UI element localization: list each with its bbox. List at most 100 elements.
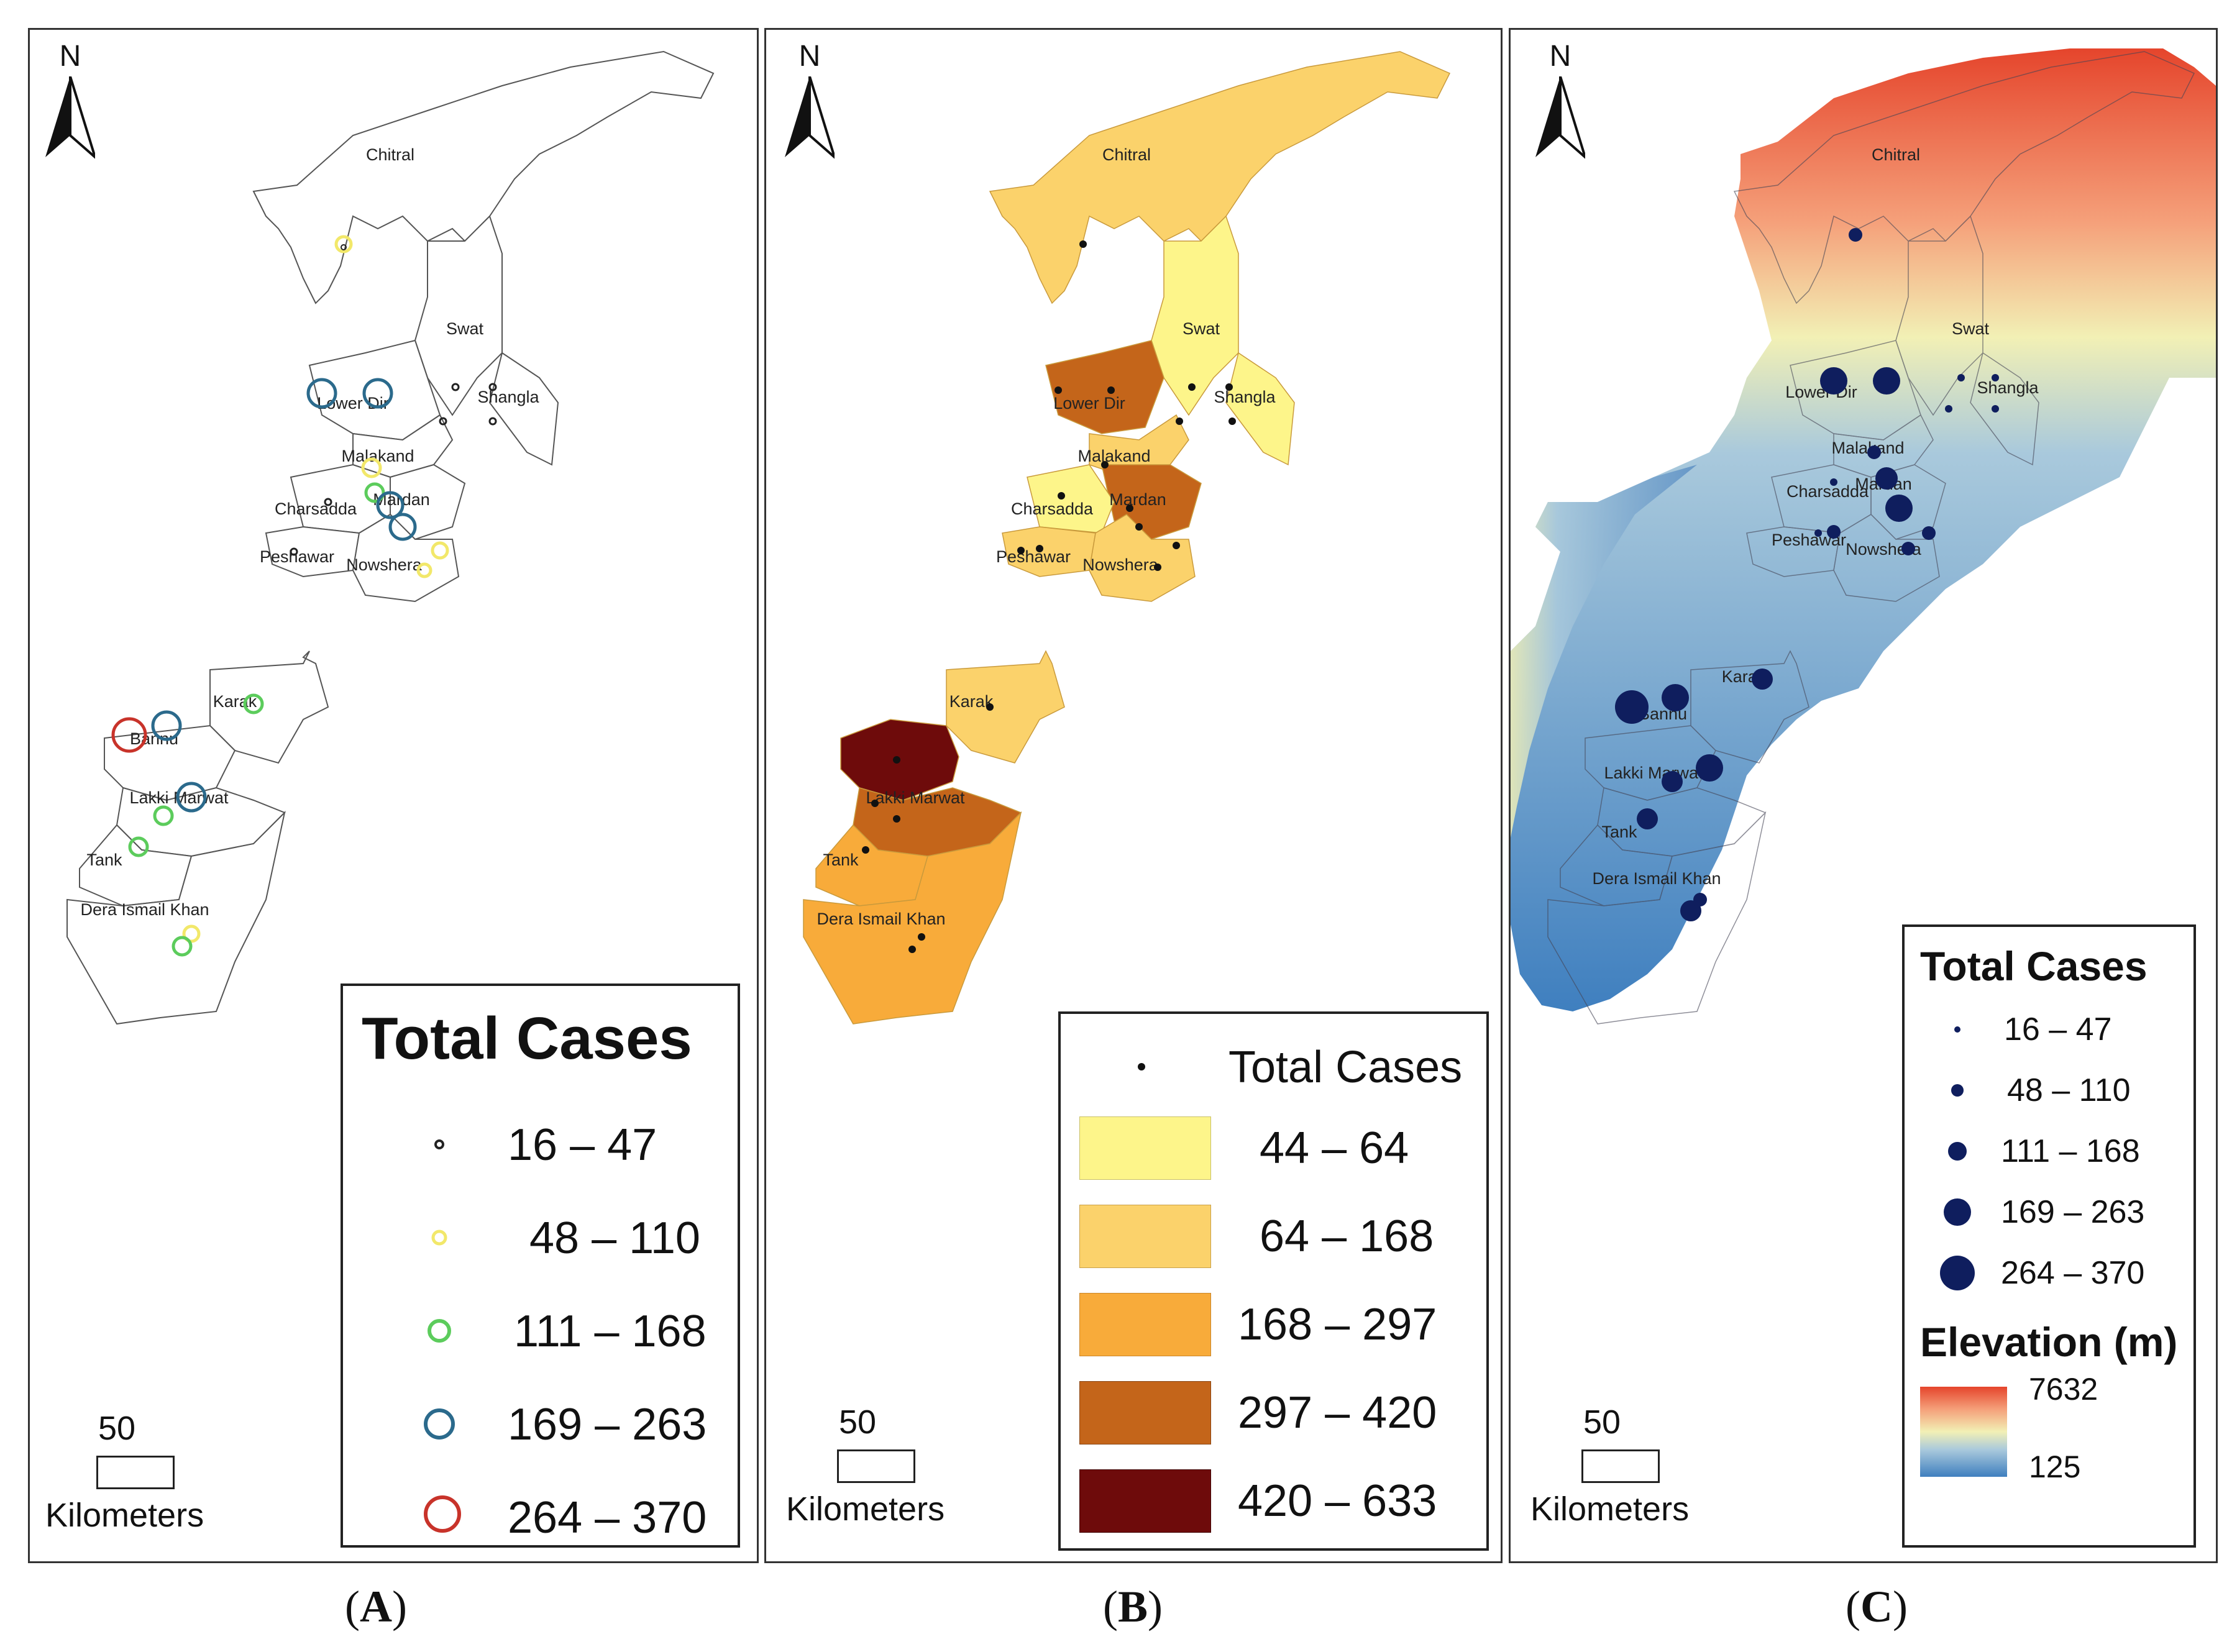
legend-row: 264 – 370 [1905,1245,2194,1301]
legend-symbol-icon [1944,1198,1971,1226]
case-dot [1107,386,1115,394]
case-marker [1696,754,1723,782]
legend-symbol-icon [424,1408,455,1440]
case-dot [1176,418,1183,425]
legend-title: Total Cases [1920,943,2148,989]
caption-c: (C) [1846,1582,1908,1631]
caption-a: (A) [345,1582,407,1631]
scale-distance: 50 [838,1403,877,1441]
case-dot [1188,383,1196,391]
case-marker [451,383,460,391]
label-chitral: Chitral [1102,145,1151,164]
legend-symbol-icon [1954,1026,1960,1033]
label-swat: Swat [446,319,484,338]
case-marker [1814,529,1822,537]
legend-row: 111 – 168 [343,1294,738,1368]
legend-swatch [1079,1116,1211,1180]
district-charsadda [1027,464,1115,534]
case-marker [1945,405,1952,413]
legend-row: 44 – 64 [1061,1116,1486,1185]
legend-range: 297 – 420 [1238,1388,1437,1438]
case-marker [182,924,201,943]
legend-swatch [1079,1381,1211,1444]
district-shangla [488,352,559,466]
legend-range: 44 – 64 [1260,1123,1409,1173]
case-marker [1827,525,1841,539]
elevation-max: 7632 [2029,1372,2098,1407]
case-marker [128,836,149,857]
scale-distance: 50 [1583,1403,1621,1441]
case-marker [488,383,497,391]
choropleth-map-b: Chitral Swat Shangla Lower Dir Malakand … [803,51,1451,1025]
case-marker [364,482,385,503]
case-dot [1173,542,1180,549]
district-swat [1151,215,1239,416]
district-dera-ismail-khan [803,811,1022,1025]
legend-range: 264 – 370 [508,1493,707,1543]
label-nowshera: Nowshera [1082,555,1159,574]
panel-c: Chitral Swat Shangla Lower Dir Malakand … [1509,28,2218,1563]
case-dot [1036,545,1043,552]
elevation-min: 125 [2029,1449,2081,1484]
north-arrow: N [1535,39,1585,163]
case-dot [1017,547,1025,554]
case-dot [918,933,925,941]
legend-row: 169 – 263 [343,1387,738,1461]
case-dot [1225,383,1233,391]
case-dot [893,815,900,823]
legend-symbol-icon [431,1230,447,1246]
label-shangla: Shangla [1214,388,1276,406]
legend-row: 16 – 47 [343,1107,738,1182]
legend-symbol-icon [1948,1142,1967,1161]
case-marker [1901,542,1915,555]
scale-bar: 50 Kilometers [786,1403,972,1540]
label-mardan: Mardan [1109,490,1166,509]
scale-box [96,1456,175,1489]
label-shangla: Shangla [477,388,539,406]
district-nowshera [1089,514,1196,602]
label-lower-dir: Lower Dir [317,394,389,413]
legend-range: 16 – 47 [2004,1011,2112,1047]
label-lakki-marwat: Lakki Marwat [1604,764,1703,782]
case-marker [1637,808,1658,829]
case-marker [362,378,393,409]
panel-a: Chitral Swat Shangla Lower Dir Malakand … [28,28,759,1563]
scale-unit: Kilometers [45,1497,204,1534]
lowland-overlay [1511,465,1697,837]
label-charsadda: Charsadda [1786,482,1869,501]
legend-range: 264 – 370 [2001,1255,2145,1291]
legend-dot-icon [1138,1063,1145,1070]
district-lower-dir [308,339,441,441]
case-dot [908,946,916,953]
case-dot [1126,504,1133,512]
north-arrow: N [45,39,95,163]
case-marker [324,498,332,506]
label-peshawar: Peshawar [996,547,1071,566]
district-malakand [1089,414,1189,478]
legend-symbol-icon [428,1319,451,1343]
elevation-raster [1511,48,2216,1011]
legend-range: 16 – 47 [508,1120,657,1170]
case-marker [1820,367,1847,395]
label-tank: Tank [823,851,859,869]
elevation-map-c: Chitral Swat Shangla Lower Dir Malakand … [1511,48,2216,1025]
case-marker [431,541,449,560]
label-dera-ismail-khan: Dera Ismail Khan [80,900,209,919]
district-nowshera [352,513,460,603]
case-marker [1849,228,1862,242]
case-marker [341,244,347,250]
case-dot [1228,418,1236,425]
case-dot [893,756,900,764]
label-chitral: Chitral [1872,145,1920,164]
label-lakki-marwat: Lakki Marwat [866,788,965,807]
label-lower-dir: Lower Dir [1053,394,1125,413]
panel-b: Chitral Swat Shangla Lower Dir Malakand … [764,28,1503,1563]
case-marker [388,513,417,541]
label-charsadda: Charsadda [1011,500,1094,518]
case-dot [1101,461,1109,468]
north-arrow-icon [785,76,835,159]
district-karak [946,650,1065,764]
caption-letter: B [1117,1582,1148,1631]
case-marker [290,547,298,556]
case-marker [361,457,382,478]
